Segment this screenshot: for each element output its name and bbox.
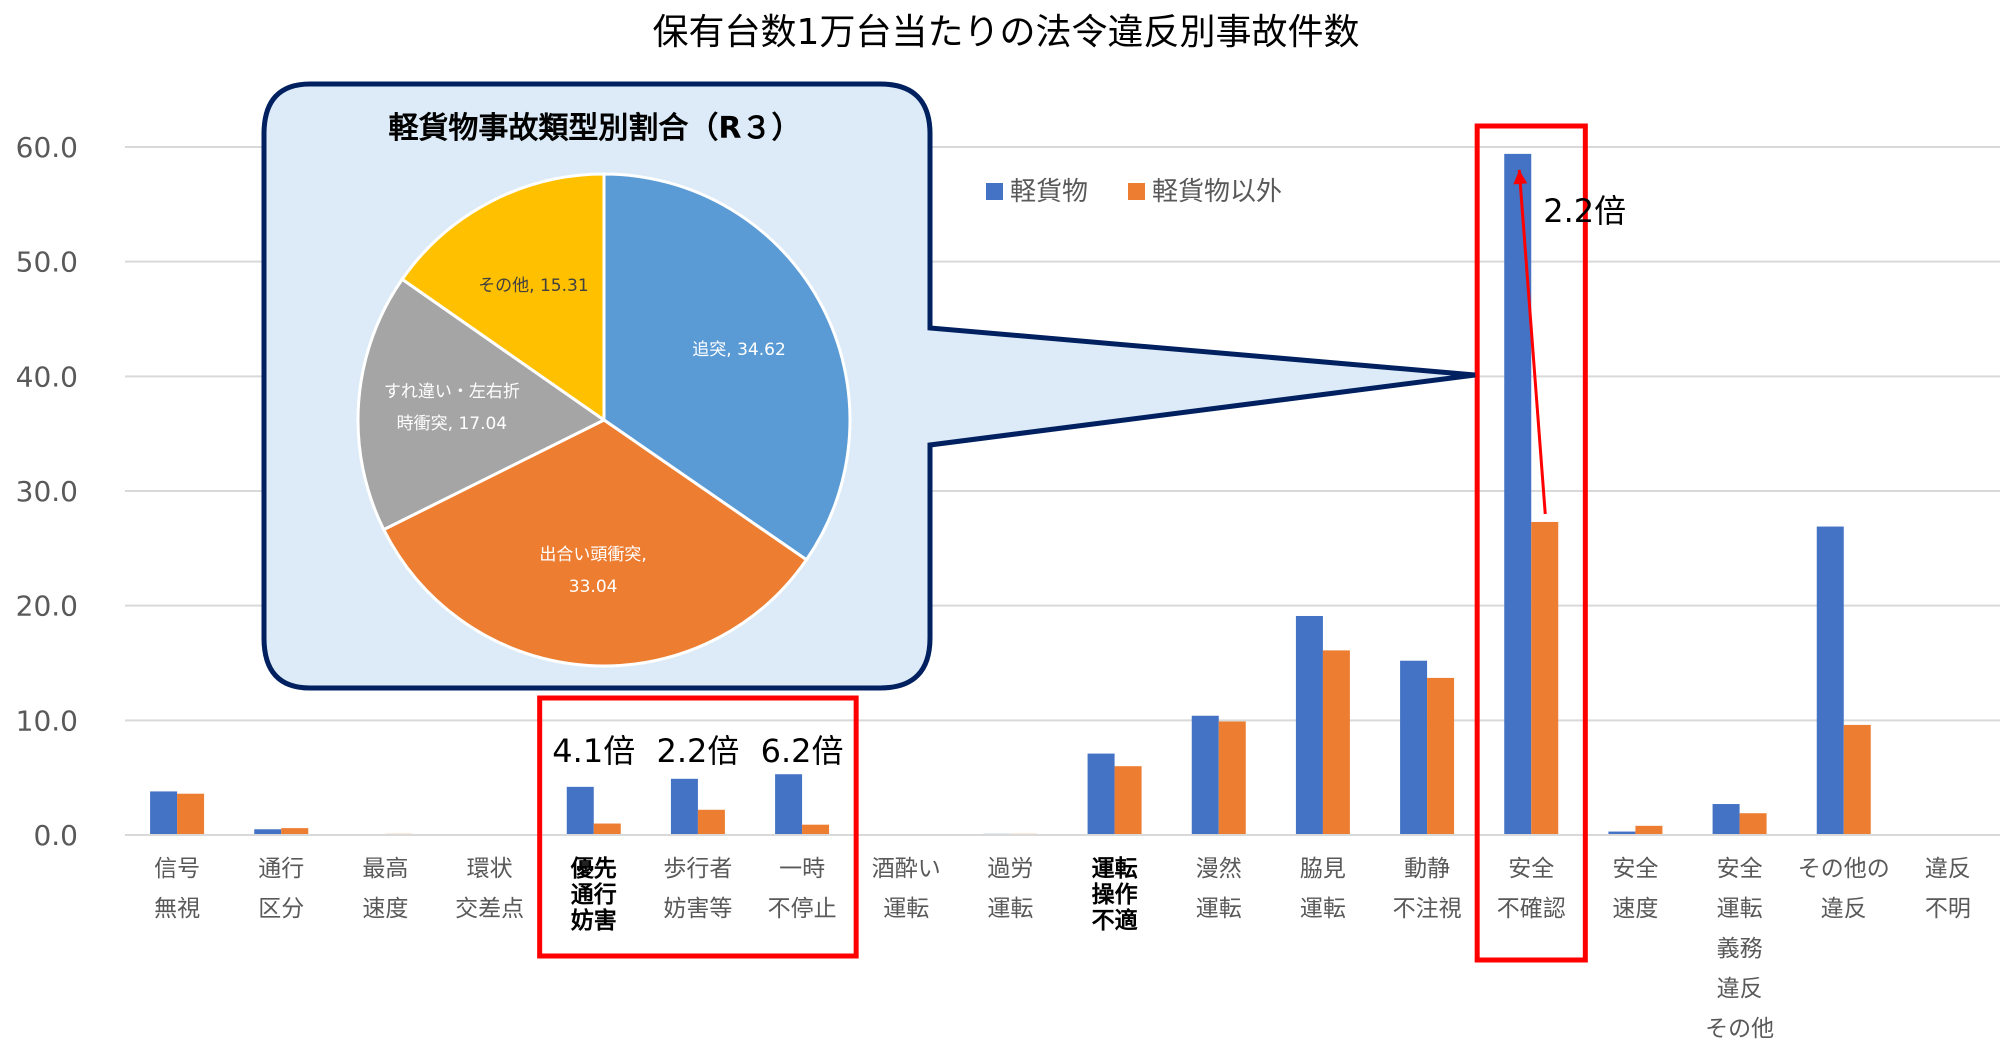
x-tick-label: 通行区分 <box>258 856 304 922</box>
y-tick-label: 30.0 <box>16 475 78 508</box>
x-tick-label: 安全速度 <box>1612 856 1658 922</box>
bar-series-1 <box>1816 526 1844 835</box>
pie-slice <box>400 172 606 423</box>
bar-series-2 <box>1531 521 1559 835</box>
bar-series-2 <box>1427 677 1455 835</box>
x-tick-label: 最高速度 <box>362 856 408 922</box>
bar-series-1 <box>1295 615 1323 835</box>
pie-slice <box>602 172 852 562</box>
ratio-label: 2.2倍 <box>656 732 739 770</box>
x-tick-label: 脇見運転 <box>1300 856 1346 922</box>
y-tick-label: 0.0 <box>33 819 78 852</box>
bar-series-2 <box>593 823 621 835</box>
bar-series-1 <box>1400 660 1428 835</box>
x-tick-label: 漫然運転 <box>1196 856 1242 922</box>
bar-series-1 <box>150 791 178 835</box>
bar-series-2 <box>1739 813 1767 835</box>
bar-series-1 <box>1712 804 1740 835</box>
ratio-arrow <box>1517 169 1547 515</box>
bar-series-2 <box>1635 825 1663 835</box>
pie-slice-label: すれ違い・左右折時衝突, 17.04 <box>384 382 520 434</box>
ratio-label: 2.2倍 <box>1543 192 1626 230</box>
bar-series-1 <box>1191 715 1219 835</box>
x-tick-label: 違反不明 <box>1925 856 1971 922</box>
bar-series-2 <box>281 828 309 835</box>
bar-series-2 <box>1322 650 1350 835</box>
pie-title: 軽貨物事故類型別割合（R３） <box>388 111 801 146</box>
ratio-arrow-head <box>1513 169 1528 185</box>
x-tick-label: その他の違反 <box>1798 856 1890 922</box>
y-tick-label: 60.0 <box>16 131 78 164</box>
y-tick-label: 10.0 <box>16 704 78 737</box>
pie-slice <box>356 277 607 532</box>
bar-series-2 <box>1843 724 1871 835</box>
bar-series-1 <box>566 786 594 835</box>
x-tick-label: 環状交差点 <box>455 856 524 922</box>
pie-slice <box>381 418 809 668</box>
x-tick-label: 安全不確認 <box>1497 856 1566 922</box>
ratio-labels: 4.1倍 2.2倍 6.2倍 2.2倍 <box>552 169 1626 770</box>
bar-series-2 <box>1114 766 1142 835</box>
y-tick-label: 40.0 <box>16 360 78 393</box>
bar-series-2 <box>697 809 725 835</box>
highlight-box <box>537 695 859 959</box>
highlight-box <box>1474 123 1588 963</box>
pie-slice-label: その他, 15.31 <box>478 276 588 296</box>
bar-series-1 <box>1608 831 1636 835</box>
highlight-boxes <box>537 123 1588 963</box>
x-axis: 信号無視 通行区分 最高速度 環状交差点優先通行妨害歩行者妨害等一時不停止酒酔い運転過… <box>125 834 2000 1042</box>
legend-swatch-series-1 <box>986 183 1003 200</box>
y-axis: 0.0 10.0 20.0 30.0 40.0 50.0 60.0 <box>16 131 78 852</box>
bar-series-1 <box>775 774 803 835</box>
x-tick-label: 信号無視 <box>154 856 200 922</box>
x-tick-label: 酒酔い運転 <box>872 856 941 922</box>
legend-swatch-series-2 <box>1128 183 1145 200</box>
pie-chart <box>356 172 852 668</box>
x-tick-label: 過労運転 <box>987 856 1033 922</box>
legend-label-series-2: 軽貨物以外 <box>1152 177 1282 207</box>
pie-slice-label: 追突, 34.62 <box>692 340 785 360</box>
ratio-label: 4.1倍 <box>552 732 635 770</box>
pie-callout: 軽貨物事故類型別割合（R３） 追突, 34.62 出合い頭衝突, 33.04 すれ違い… <box>261 81 1476 691</box>
x-tick-label: 一時不停止 <box>768 856 837 922</box>
legend: 軽貨物 軽貨物以外 <box>986 177 1282 207</box>
y-tick-label: 20.0 <box>16 590 78 623</box>
bar-series <box>150 153 1871 835</box>
x-tick-label: 歩行者妨害等 <box>663 856 732 922</box>
x-tick-label: 動静不注視 <box>1393 856 1462 922</box>
legend-label-series-1: 軽貨物 <box>1010 177 1088 207</box>
bar-series-2 <box>802 824 830 835</box>
x-tick-label: 優先通行妨害 <box>570 856 617 934</box>
bar-series-1 <box>254 829 282 835</box>
pie-labels: 追突, 34.62 出合い頭衝突, 33.04 すれ違い・左右折時衝突, 17.04 そ… <box>384 276 786 597</box>
y-tick-label: 50.0 <box>16 246 78 279</box>
bar-series-1 <box>670 778 698 835</box>
chart-title: 保有台数1万台当たりの法令違反別事故件数 <box>653 12 1360 53</box>
pie-slice-label: 出合い頭衝突, 33.04 <box>539 545 646 597</box>
bar-series-2 <box>1218 721 1246 835</box>
bar-series-1 <box>1087 753 1115 835</box>
x-tick-label: 運転操作不適 <box>1092 856 1138 934</box>
x-tick-label: 安全運転義務違反その他 <box>1705 856 1774 1042</box>
bar-series-2 <box>177 793 205 835</box>
ratio-label: 6.2倍 <box>761 732 844 770</box>
